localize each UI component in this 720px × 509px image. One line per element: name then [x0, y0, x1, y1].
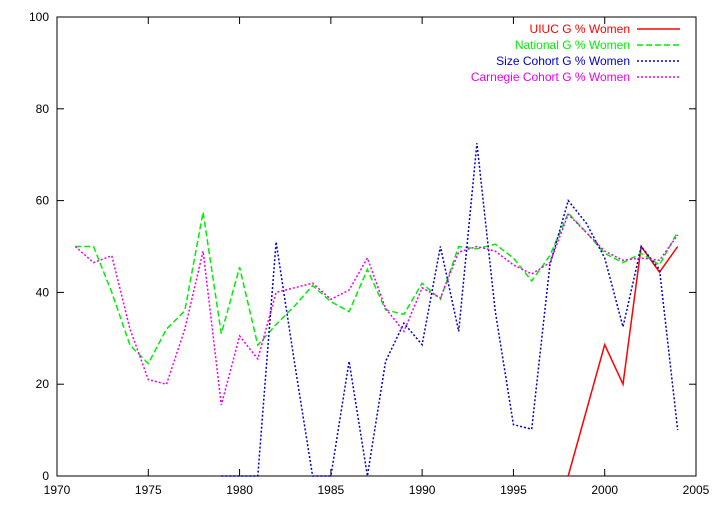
series-line-2 [221, 143, 679, 477]
x-tick-label: 1970 [44, 483, 71, 497]
legend-label: UIUC G % Women [530, 22, 630, 36]
legend-label: Size Cohort G % Women [496, 54, 630, 68]
legend-label: National G % Women [515, 38, 630, 52]
legend: UIUC G % Women National G % Women Size Coh… [471, 22, 680, 84]
series-line-0 [567, 244, 679, 477]
x-tick-label: 2000 [591, 483, 618, 497]
y-tick-label: 40 [36, 285, 50, 299]
legend-label: Carnegie Cohort G % Women [471, 70, 630, 84]
series-line-1 [75, 211, 679, 365]
x-tick-label: 1995 [500, 483, 527, 497]
x-tick-label: 1990 [409, 483, 436, 497]
x-tick-label: 1980 [226, 483, 253, 497]
series-lines [74, 143, 679, 477]
x-tick-label: 1975 [135, 483, 162, 497]
y-tick-label: 80 [36, 102, 50, 116]
x-tick-label: 2005 [683, 483, 710, 497]
plot-frame [56, 16, 697, 477]
y-tick-label: 0 [42, 469, 49, 483]
series-line-3 [74, 213, 679, 406]
axes: 1970 1975 1980 1985 1990 1995 2000 2005 0 20 40 60 8… [29, 10, 710, 497]
y-tick-label: 100 [29, 10, 49, 24]
y-tick-label: 20 [36, 377, 50, 391]
x-tick-label: 1985 [318, 483, 345, 497]
y-tick-label: 60 [36, 194, 50, 208]
